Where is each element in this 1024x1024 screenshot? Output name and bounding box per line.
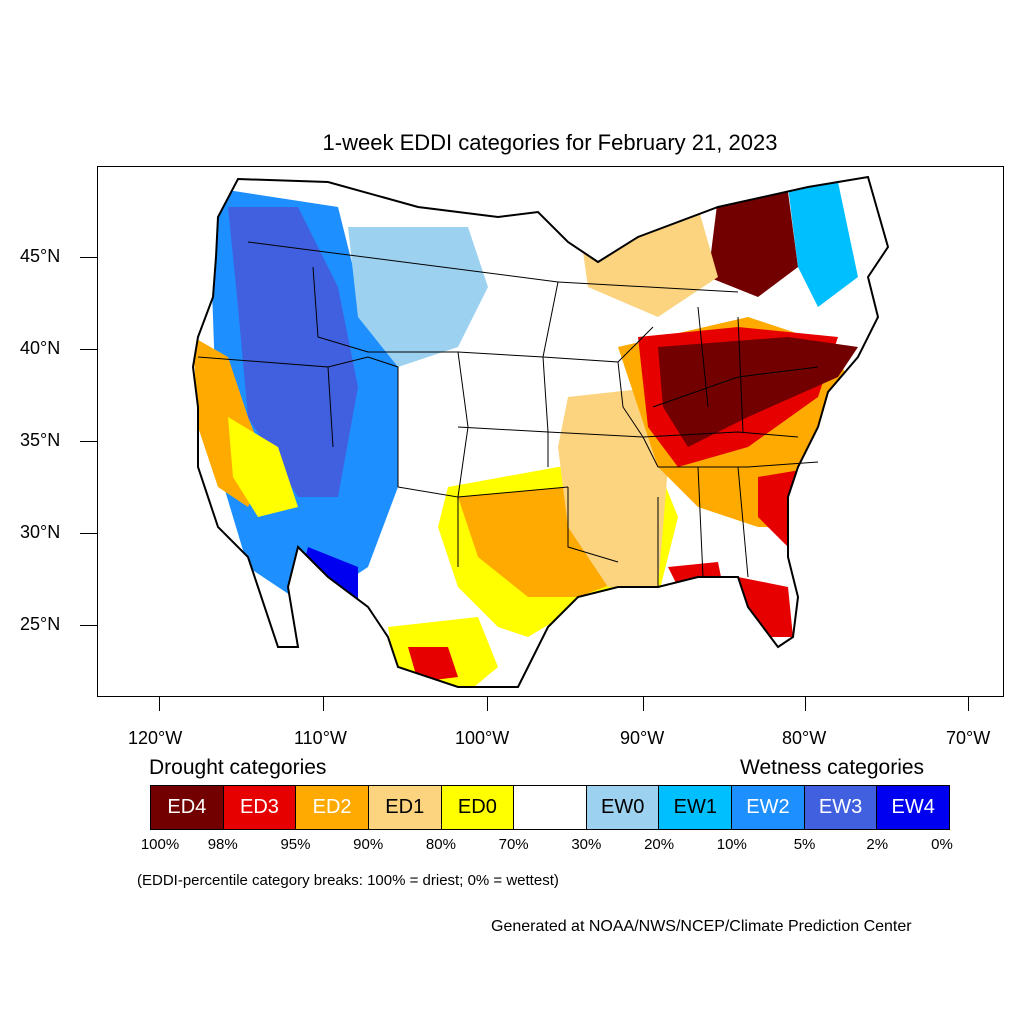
california-interior-ed0 [228, 417, 298, 517]
map-title: 1-week EDDI categories for February 21, … [322, 130, 778, 155]
legend-break-label: 98% [207, 836, 238, 853]
legend-break-label: 10% [716, 836, 747, 853]
lon-label-80: 80°W [782, 728, 827, 748]
legend-swatch-ew2: EW2 [732, 786, 805, 829]
category-legend-bar: ED4 ED3 ED2 ED1 ED0 EW0 EW1 EW2 EW3 EW4 [150, 785, 950, 830]
lon-tick-80 [805, 697, 806, 711]
lat-label-35: 35°N [20, 430, 61, 450]
lon-label-100: 100°W [455, 728, 510, 748]
upper-michigan-ed4 [708, 192, 798, 297]
legend-break-label: 100% [140, 836, 180, 853]
lon-tick-100 [487, 697, 488, 711]
legend-swatch-ed2: ED2 [296, 786, 369, 829]
ohio-valley-ed4 [658, 337, 858, 447]
drought-heading: Drought categories [149, 756, 327, 779]
legend-break-label: 5% [793, 836, 816, 853]
lat-tick-25 [80, 625, 97, 626]
lat-tick-40 [80, 349, 97, 350]
legend-break-label: 20% [644, 836, 675, 853]
northern-rockies-wet-region [348, 227, 488, 367]
legend-swatch-ew4: EW4 [877, 786, 950, 829]
lon-label-120: 120°W [128, 728, 183, 748]
lon-tick-70 [968, 697, 969, 711]
legend-swatch-ew0: EW0 [586, 786, 660, 829]
legend-swatch-ed1: ED1 [368, 786, 442, 829]
great-basin-wet-region [228, 207, 358, 497]
florida-ed3 [738, 577, 793, 637]
legend-break-label: 30% [571, 836, 602, 853]
wetness-heading: Wetness categories [740, 756, 925, 779]
northeast-wet-region [788, 182, 858, 307]
legend-swatch-ew3: EW3 [804, 786, 878, 829]
lon-label-70: 70°W [946, 728, 991, 748]
state-boundaries [197, 241, 819, 587]
lat-tick-45 [80, 257, 97, 258]
legend-break-label: 2% [866, 836, 889, 853]
lon-tick-110 [323, 697, 324, 711]
legend-break-label: 95% [280, 836, 311, 853]
lat-label-40: 40°N [20, 338, 61, 358]
legend-break-label: 90% [353, 836, 384, 853]
legend-swatch-ed4: ED4 [151, 786, 224, 829]
category-note: (EDDI-percentile category breaks: 100% =… [137, 872, 559, 889]
legend-break-label: 0% [931, 836, 953, 853]
legend-swatch-neutral [514, 786, 587, 829]
lat-label-45: 45°N [20, 246, 61, 266]
legend-break-label: 70% [498, 836, 529, 853]
mexico-ed3 [408, 647, 458, 682]
lon-tick-120 [159, 697, 160, 711]
credit-line: Generated at NOAA/NWS/NCEP/Climate Predi… [491, 918, 912, 935]
coastline-outline [191, 175, 890, 688]
lat-tick-30 [80, 533, 97, 534]
lat-label-25: 25°N [20, 614, 61, 634]
lat-label-30: 30°N [20, 522, 61, 542]
legend-swatch-ed0: ED0 [441, 786, 515, 829]
lat-tick-35 [80, 441, 97, 442]
legend-swatch-ed3: ED3 [223, 786, 297, 829]
lon-label-90: 90°W [620, 728, 665, 748]
lon-tick-90 [643, 697, 644, 711]
legend-break-label: 80% [425, 836, 456, 853]
eddi-map [97, 166, 1004, 697]
lon-label-110: 110°W [294, 728, 347, 748]
legend-swatch-ew1: EW1 [659, 786, 733, 829]
map-canvas [191, 175, 890, 688]
